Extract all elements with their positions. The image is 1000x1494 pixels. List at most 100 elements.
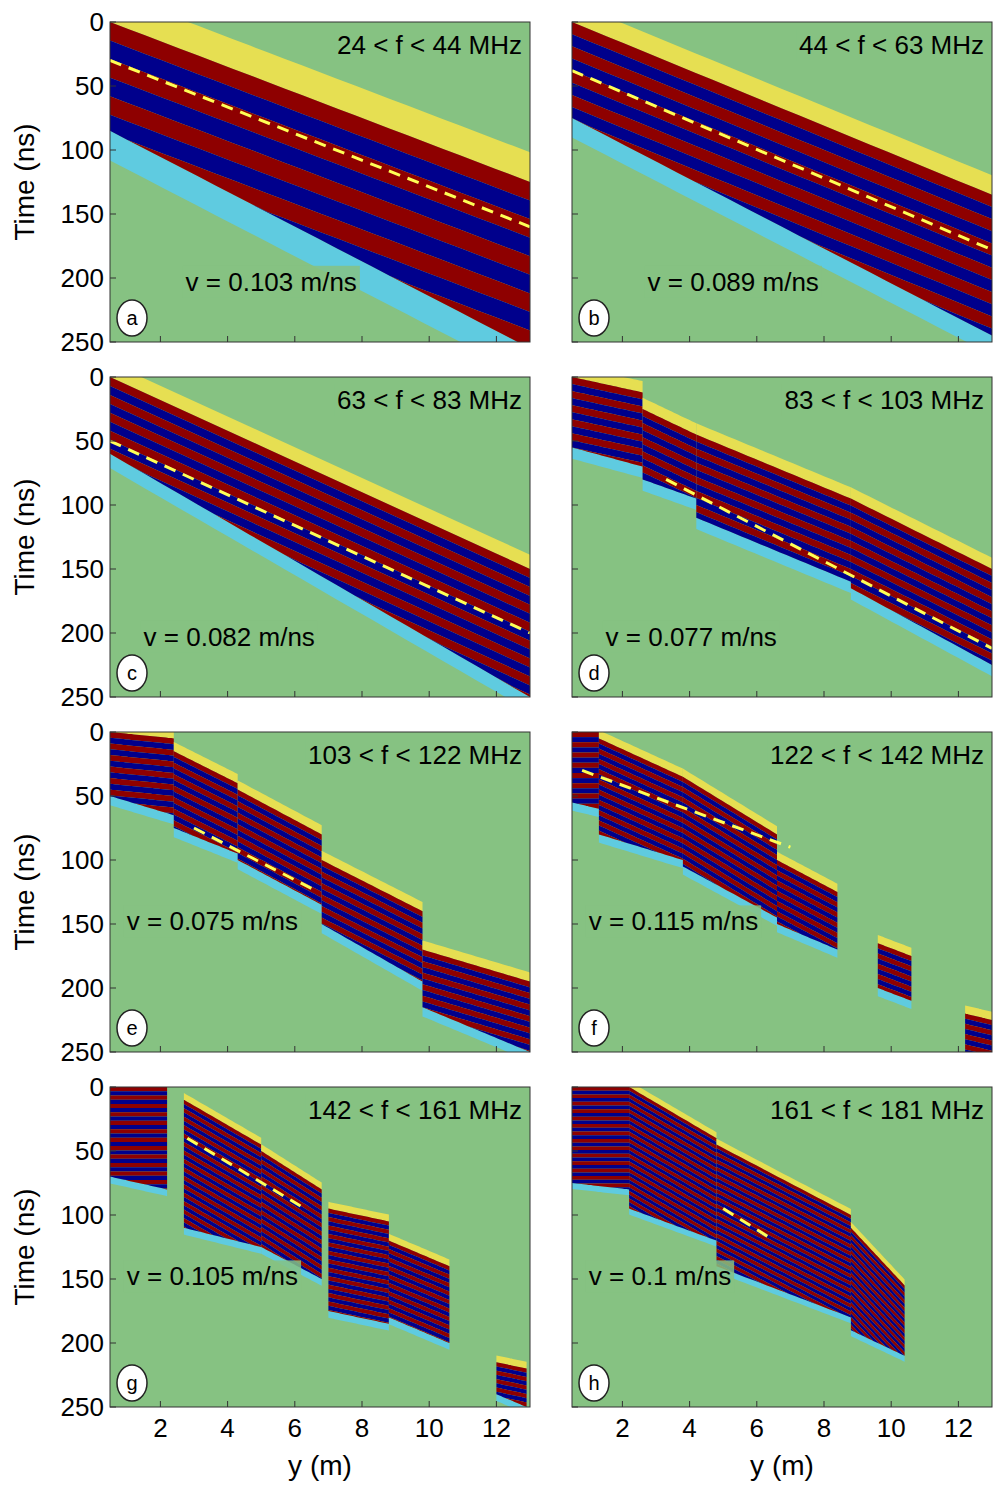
wave-stripe (878, 984, 912, 1001)
plot-area (110, 1087, 530, 1407)
wave-stripe (717, 1237, 851, 1311)
wave-stripe (110, 1163, 167, 1167)
x-tick-label: 12 (944, 1413, 973, 1443)
wave-stripe (572, 747, 599, 752)
panel: 122 < f < 142 MHzv = 0.115 m/nsf (572, 724, 992, 1060)
plot-area (572, 1087, 992, 1407)
y-tick (110, 732, 116, 733)
panel-label: d (588, 662, 599, 684)
y-tick (110, 22, 116, 23)
x-tick (958, 1046, 959, 1052)
panel-title-group: 63 < f < 83 MHz (334, 384, 525, 416)
wave-stripe (851, 569, 992, 646)
wave-stripe (572, 1109, 629, 1113)
panel-title: 44 < f < 63 MHz (799, 30, 984, 60)
y-tick-label: 0 (90, 717, 104, 747)
x-tick (891, 691, 892, 697)
x-tick (824, 691, 825, 697)
panel: 44 < f < 63 MHzv = 0.089 m/nsb (572, 3, 992, 356)
y-tick (110, 278, 116, 279)
wave-stripe (110, 1167, 167, 1171)
frame (572, 1087, 992, 1407)
y-tick-label: 150 (61, 909, 104, 939)
velocity-annotation-bg (124, 905, 301, 937)
y-tick (572, 505, 578, 506)
y-tick-label: 50 (75, 1136, 104, 1166)
x-tick (160, 1401, 161, 1407)
panel-title: 83 < f < 103 MHz (785, 385, 984, 415)
frame (572, 22, 992, 342)
wave-stripe (717, 1256, 851, 1317)
frame (110, 22, 530, 342)
y-tick-label: 100 (61, 490, 104, 520)
wave-stripe (599, 825, 683, 860)
wave-stripe (629, 1206, 716, 1241)
wave-stripe (110, 1095, 167, 1099)
panel-label: h (588, 1372, 599, 1394)
wave-stripe (572, 1139, 629, 1143)
wave-stripe (572, 1176, 629, 1180)
wave-stripe (110, 1134, 167, 1138)
wave-stripe (683, 843, 777, 906)
moveout-line (110, 441, 530, 633)
panel: 050100150200250Time (ns)103 < f < 122 MH… (9, 717, 530, 1067)
x-tick (160, 1046, 161, 1052)
wave-stripe (174, 826, 238, 854)
wave-stripe (683, 849, 777, 912)
x-tick-label: 10 (415, 1413, 444, 1443)
plot-area (110, 377, 530, 697)
wave-stripe (184, 1214, 261, 1247)
wave-stripe (629, 1195, 716, 1241)
y-tick (110, 1052, 116, 1053)
wave-stripe (717, 1249, 851, 1318)
velocity-annotation-group: v = 0.115 m/ns (586, 905, 761, 937)
y-tick-label: 100 (61, 845, 104, 875)
wave-stripe (572, 783, 599, 788)
wave-stripe (496, 1392, 526, 1403)
velocity-annotation: v = 0.105 m/ns (127, 1261, 298, 1291)
panel: 24681012y (m)161 < f < 181 MHzv = 0.1 m/… (572, 1081, 992, 1481)
x-tick (958, 336, 959, 342)
y-tick-label: 200 (61, 618, 104, 648)
wave-stripe (110, 1172, 167, 1176)
velocity-annotation-bg (586, 905, 761, 937)
wave-stripe (572, 1146, 629, 1150)
x-tick (756, 336, 757, 342)
wave-stripe (777, 916, 837, 949)
wave-stripe (572, 1169, 629, 1173)
x-tick (227, 336, 228, 342)
x-tick (496, 336, 497, 342)
wave-stripe (572, 95, 992, 280)
wave-stripe (110, 449, 530, 650)
y-tick (572, 1215, 578, 1216)
wave-stripe (572, 788, 599, 793)
wave-stripe (572, 1094, 629, 1098)
x-tick (496, 691, 497, 697)
wave-stripe (423, 1007, 531, 1050)
x-tick-label: 8 (817, 1413, 831, 1443)
wave-stripe (110, 1142, 167, 1146)
y-tick (110, 1343, 116, 1344)
velocity-annotation: v = 0.075 m/ns (127, 906, 298, 936)
wave-stripe (851, 1298, 905, 1356)
y-tick-label: 50 (75, 781, 104, 811)
wave-stripe (629, 1198, 716, 1240)
wave-stripe (110, 1117, 167, 1121)
x-tick (622, 1046, 623, 1052)
wave-stripe (184, 1197, 261, 1246)
x-tick (227, 1401, 228, 1407)
wave-stripe (110, 454, 530, 686)
wave-stripe (717, 1241, 851, 1315)
x-tick (756, 691, 757, 697)
background (572, 732, 992, 1052)
wave-stripe (572, 742, 599, 747)
wave-stripe (174, 815, 238, 853)
wave-stripe (110, 454, 530, 697)
wave-stripe (572, 1158, 629, 1162)
y-tick (110, 633, 116, 634)
velocity-annotation: v = 0.115 m/ns (589, 906, 758, 936)
panel-label-badge (579, 1365, 609, 1401)
wave-stripe (110, 1108, 167, 1112)
y-tick-label: 200 (61, 263, 104, 293)
wave-stripe (851, 562, 992, 639)
